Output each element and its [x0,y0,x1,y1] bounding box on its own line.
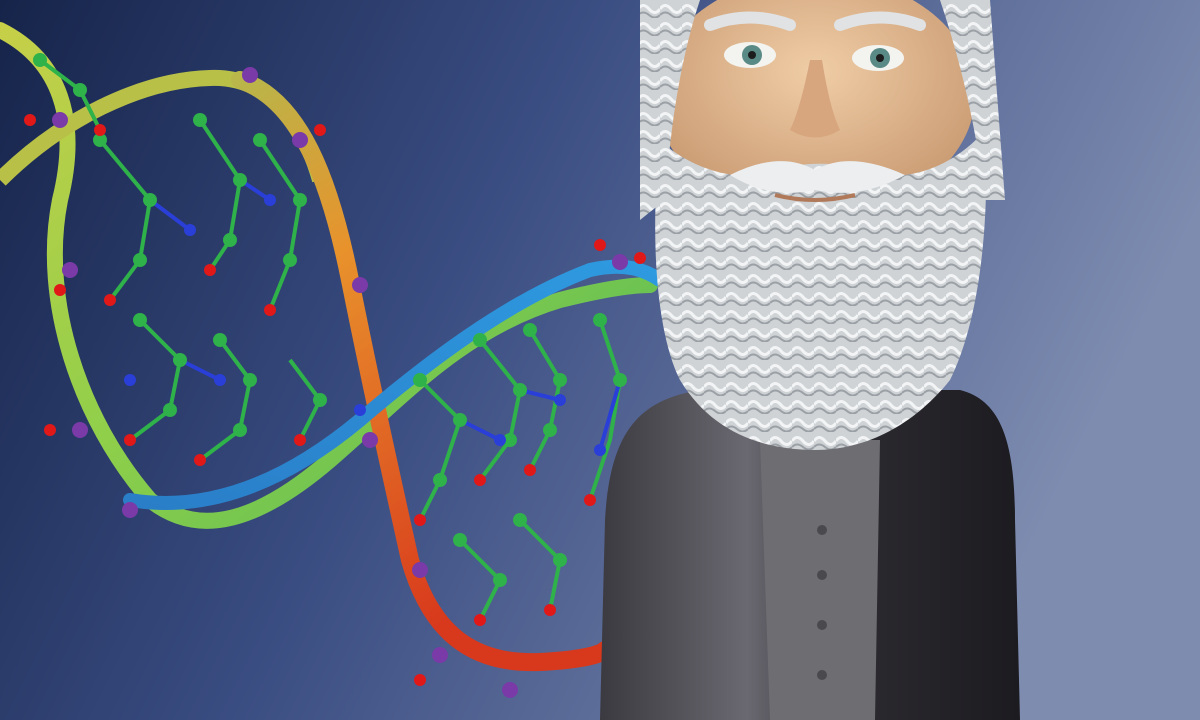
figure-mouth [774,193,856,202]
dna-oxygen-atoms [24,114,646,686]
dna-nitrogen-atoms [124,194,606,456]
dna-phosphorus-atoms [52,67,628,698]
figure-eyebrow-left [704,11,796,31]
bobblehead-icon [600,0,1020,720]
dna-helix-icon [0,22,667,698]
figure-nose [790,60,840,138]
figure-beard [655,130,987,450]
figure-shirt [760,440,880,720]
figure-eyebrow-right [834,11,926,31]
figure-mustache [730,161,905,193]
dna-backbone-orange [231,71,614,672]
dna-backbone-blue [123,259,667,510]
dna-backbone-green [0,22,658,529]
dna-carbon-atoms [33,53,627,587]
shirt-buttons [817,525,827,680]
figure-hair [640,0,700,220]
